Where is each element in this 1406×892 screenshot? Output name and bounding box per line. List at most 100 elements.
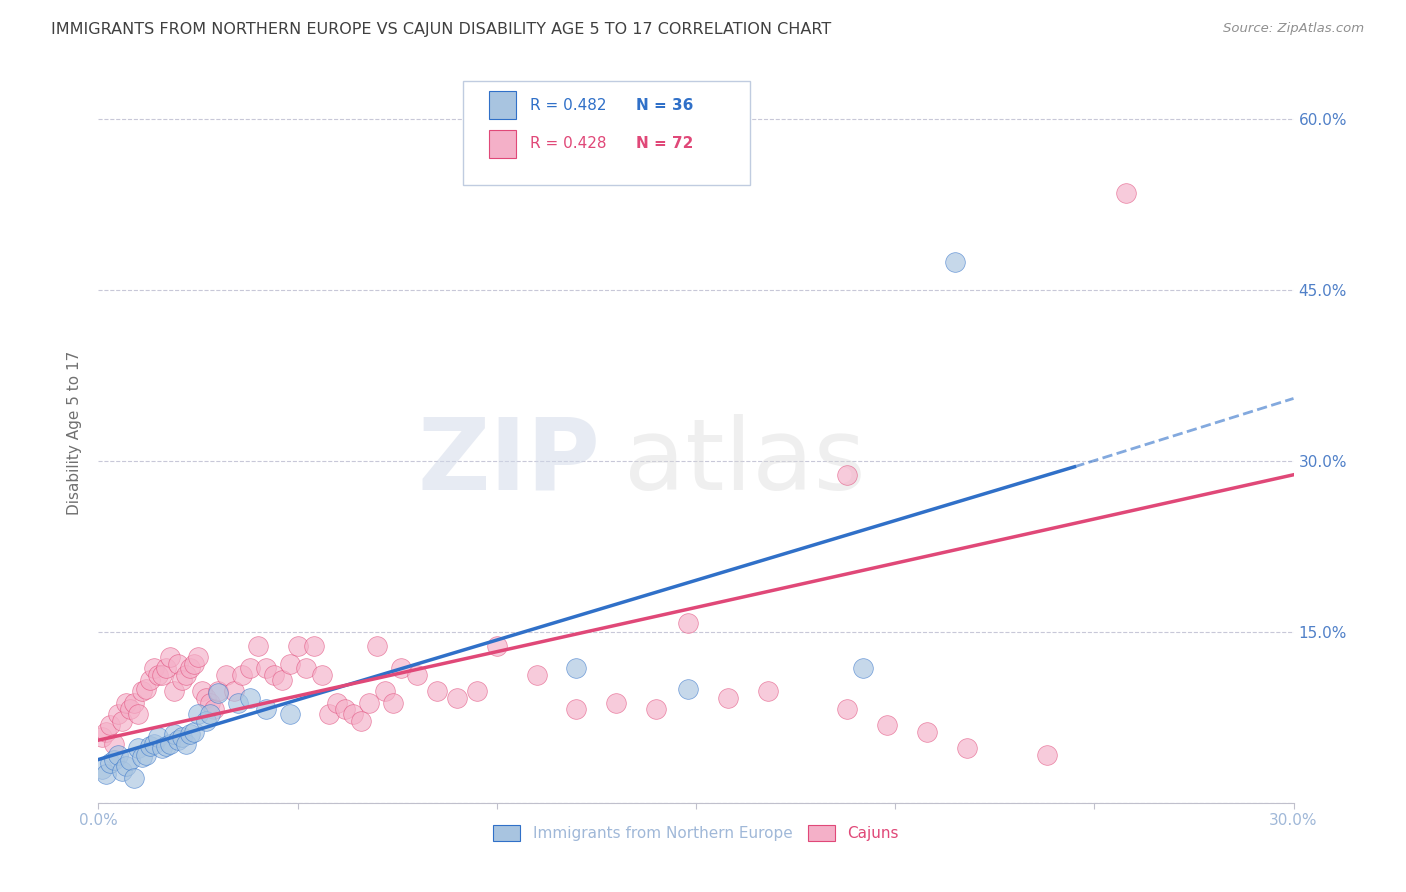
Legend: Immigrants from Northern Europe, Cajuns: Immigrants from Northern Europe, Cajuns bbox=[486, 819, 905, 847]
Point bbox=[139, 739, 162, 753]
Point bbox=[91, 762, 114, 776]
Point bbox=[366, 639, 388, 653]
Point bbox=[717, 691, 740, 706]
Point bbox=[124, 696, 146, 710]
Text: atlas: atlas bbox=[624, 414, 866, 511]
Point bbox=[605, 696, 627, 710]
Point bbox=[207, 686, 229, 700]
Point bbox=[111, 714, 134, 728]
Point bbox=[159, 650, 181, 665]
Point bbox=[172, 730, 194, 744]
Point bbox=[278, 706, 301, 721]
Point bbox=[191, 684, 214, 698]
Point bbox=[756, 684, 779, 698]
Point bbox=[96, 725, 118, 739]
Point bbox=[485, 639, 508, 653]
Point bbox=[91, 730, 114, 744]
Point bbox=[389, 661, 412, 675]
Point bbox=[135, 747, 157, 762]
Text: R = 0.482: R = 0.482 bbox=[530, 98, 606, 113]
Point bbox=[167, 657, 190, 671]
Point bbox=[222, 684, 245, 698]
Point bbox=[565, 702, 588, 716]
Point bbox=[239, 691, 262, 706]
Point bbox=[131, 750, 153, 764]
Point bbox=[131, 684, 153, 698]
Point bbox=[120, 752, 142, 766]
Point bbox=[207, 684, 229, 698]
Point bbox=[263, 668, 285, 682]
Point bbox=[226, 696, 249, 710]
Point bbox=[676, 615, 699, 630]
Point bbox=[852, 661, 875, 675]
Point bbox=[1035, 747, 1057, 762]
Point bbox=[956, 741, 979, 756]
Point bbox=[335, 702, 357, 716]
Point bbox=[943, 254, 966, 268]
Point bbox=[143, 661, 166, 675]
Point bbox=[195, 714, 218, 728]
Point bbox=[150, 741, 173, 756]
Point bbox=[115, 759, 138, 773]
Point bbox=[270, 673, 292, 687]
Point bbox=[187, 650, 209, 665]
FancyBboxPatch shape bbox=[463, 81, 749, 185]
Point bbox=[198, 706, 221, 721]
Point bbox=[246, 639, 269, 653]
Text: N = 72: N = 72 bbox=[637, 136, 693, 151]
Point bbox=[198, 696, 221, 710]
Bar bbox=[489, 91, 516, 120]
Point bbox=[254, 661, 277, 675]
Point bbox=[174, 668, 197, 682]
Point bbox=[239, 661, 262, 675]
Bar bbox=[489, 129, 516, 158]
Point bbox=[302, 639, 325, 653]
Point bbox=[359, 696, 381, 710]
Point bbox=[115, 696, 138, 710]
Point bbox=[446, 691, 468, 706]
Point bbox=[215, 668, 238, 682]
Point bbox=[837, 467, 859, 482]
Point bbox=[187, 706, 209, 721]
Point bbox=[179, 661, 201, 675]
Point bbox=[103, 737, 125, 751]
Point bbox=[374, 684, 396, 698]
Point bbox=[1115, 186, 1137, 201]
Point bbox=[163, 727, 186, 741]
Text: Source: ZipAtlas.com: Source: ZipAtlas.com bbox=[1223, 22, 1364, 36]
Point bbox=[183, 725, 205, 739]
Point bbox=[294, 661, 316, 675]
Point bbox=[155, 739, 177, 753]
Point bbox=[127, 741, 149, 756]
Point bbox=[159, 737, 181, 751]
Point bbox=[96, 767, 118, 781]
Point bbox=[202, 702, 225, 716]
Point bbox=[155, 661, 177, 675]
Point bbox=[326, 696, 349, 710]
Point bbox=[107, 706, 129, 721]
Point bbox=[103, 752, 125, 766]
Point bbox=[150, 668, 173, 682]
Point bbox=[565, 661, 588, 675]
Text: ZIP: ZIP bbox=[418, 414, 600, 511]
Point bbox=[139, 673, 162, 687]
Point bbox=[127, 706, 149, 721]
Point bbox=[143, 737, 166, 751]
Text: R = 0.428: R = 0.428 bbox=[530, 136, 606, 151]
Point bbox=[526, 668, 548, 682]
Y-axis label: Disability Age 5 to 17: Disability Age 5 to 17 bbox=[67, 351, 83, 515]
Point bbox=[278, 657, 301, 671]
Point bbox=[172, 673, 194, 687]
Point bbox=[107, 747, 129, 762]
Text: N = 36: N = 36 bbox=[637, 98, 693, 113]
Point bbox=[406, 668, 429, 682]
Point bbox=[195, 691, 218, 706]
Point bbox=[426, 684, 449, 698]
Point bbox=[179, 727, 201, 741]
Point bbox=[254, 702, 277, 716]
Point bbox=[876, 718, 898, 732]
Point bbox=[183, 657, 205, 671]
Point bbox=[915, 725, 938, 739]
Point bbox=[111, 764, 134, 778]
Point bbox=[287, 639, 309, 653]
